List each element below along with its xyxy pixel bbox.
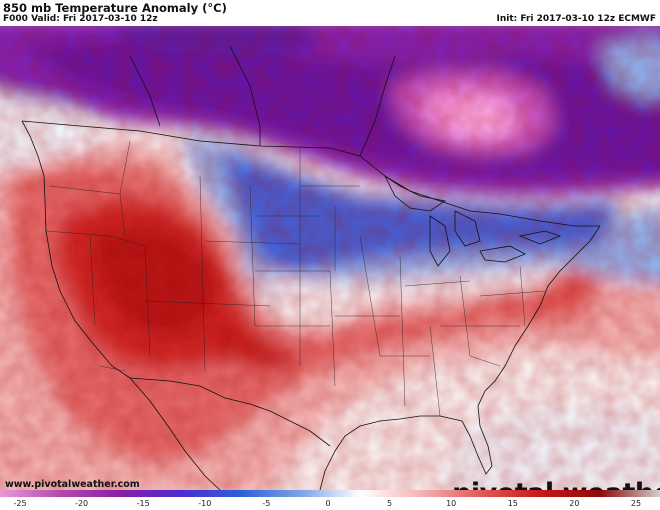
boundary-lines bbox=[21, 45, 601, 490]
colorbar-tick: 25 bbox=[630, 499, 642, 508]
map-texture bbox=[0, 26, 660, 490]
brand-logo: pivotal weather bbox=[452, 478, 660, 490]
valid-time-label: F000 Valid: Fri 2017-03-10 12z bbox=[3, 14, 158, 24]
site-url: www.pivotalweather.com bbox=[5, 479, 140, 490]
colorbar-tick: 0 bbox=[325, 499, 331, 508]
colorbar-tick: -5 bbox=[262, 499, 271, 508]
state-lines bbox=[45, 140, 546, 417]
map-title: 850 mb Temperature Anomaly (°C) bbox=[3, 1, 227, 15]
map-canvas bbox=[0, 26, 660, 490]
colorbar-strip bbox=[0, 490, 660, 497]
colorbar-tick: 5 bbox=[387, 499, 393, 508]
colorbar-tick: 15 bbox=[507, 499, 518, 508]
colorbar-tick: -25 bbox=[13, 499, 27, 508]
colorbar-tick: 10 bbox=[446, 499, 457, 508]
colorbar-tick: -15 bbox=[136, 499, 150, 508]
colorbar-tick: -10 bbox=[198, 499, 212, 508]
anomaly-map: www.pivotalweather.com pivotal weather bbox=[0, 26, 660, 490]
init-time-label: Init: Fri 2017-03-10 12z ECMWF bbox=[496, 14, 657, 24]
colorbar-tick: -20 bbox=[75, 499, 89, 508]
colorbar-tick: 20 bbox=[569, 499, 580, 508]
map-header: 850 mb Temperature Anomaly (°C) F000 Val… bbox=[0, 0, 660, 26]
colorbar: -25 -20 -15 -10 -5 0 5 10 15 20 25 bbox=[0, 490, 660, 510]
